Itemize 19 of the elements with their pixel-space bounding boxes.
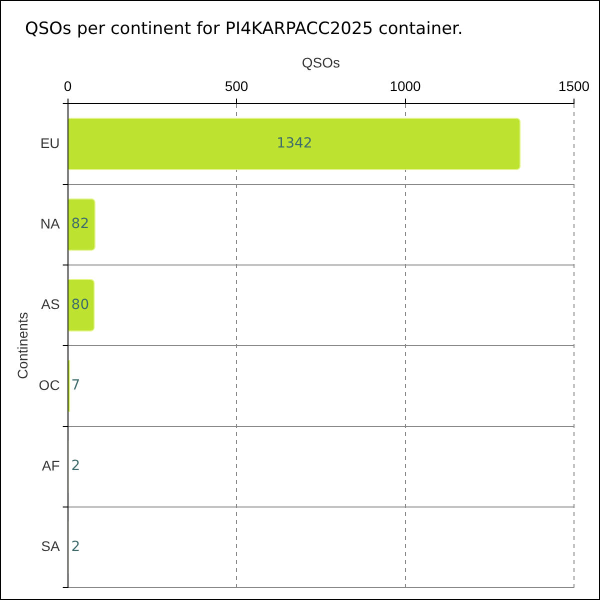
chart-title: QSOs per continent for PI4KARPACC2025 container. bbox=[25, 19, 463, 39]
data-label: 82 bbox=[71, 216, 90, 232]
y-tick-label: AF bbox=[42, 457, 60, 474]
y-tick-label: NA bbox=[40, 215, 60, 232]
x-tick-label: 1000 bbox=[390, 78, 422, 94]
data-label: 1342 bbox=[276, 136, 312, 152]
x-axis-title: QSOs bbox=[302, 54, 340, 70]
y-tick-label: SA bbox=[41, 538, 60, 554]
data-label: 80 bbox=[71, 296, 90, 313]
y-tick-label: AS bbox=[41, 296, 60, 312]
data-label: 2 bbox=[71, 538, 80, 555]
y-tick-label: OC bbox=[38, 376, 60, 393]
x-tick-label: 0 bbox=[64, 78, 72, 94]
y-axis-title: Continents bbox=[14, 312, 30, 380]
y-tick-label: EU bbox=[40, 134, 60, 151]
data-label: 7 bbox=[71, 378, 80, 394]
data-label: 2 bbox=[71, 458, 80, 474]
x-tick-label: 1500 bbox=[558, 78, 590, 94]
x-tick-label: 500 bbox=[224, 78, 248, 94]
